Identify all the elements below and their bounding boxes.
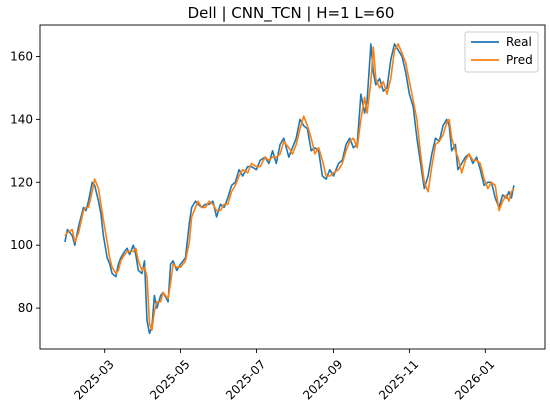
legend-label-pred: Pred (506, 53, 533, 67)
y-tick-label: 120 (10, 175, 33, 189)
legend: Real Pred (464, 31, 539, 73)
plot-area (40, 25, 545, 349)
y-tick-label: 100 (10, 238, 33, 252)
legend-label-real: Real (506, 35, 532, 49)
series-layer (64, 43, 515, 335)
chart-title: Dell | CNN_TCN | H=1 L=60 (188, 4, 395, 23)
series-line-real (64, 43, 515, 335)
y-tick-label: 140 (10, 112, 33, 126)
y-tick-label: 160 (10, 49, 33, 63)
plot-frame (39, 24, 546, 350)
series-line-pred (64, 43, 515, 331)
y-tick-label: 80 (18, 301, 33, 315)
